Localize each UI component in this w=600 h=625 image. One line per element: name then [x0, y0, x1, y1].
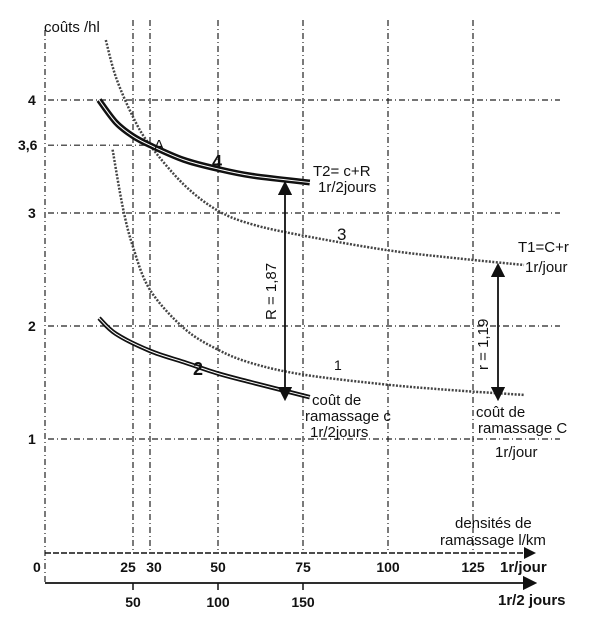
curve-number-4: 4 — [212, 152, 222, 172]
series-3-label-line2: 1r/jour — [525, 259, 568, 276]
y-tick-label: 3 — [28, 205, 36, 221]
curve-number-3: 3 — [337, 225, 346, 244]
r-big-label: R = 1,87 — [263, 263, 280, 320]
r-small-label: r = 1,19 — [475, 319, 492, 370]
series-3-line — [104, 39, 525, 267]
y-tick-label: 4 — [28, 92, 36, 108]
series-4-line — [96, 98, 311, 186]
y-axis-label: coûts /hl — [44, 19, 100, 36]
x-axis-label-line2: ramassage l/km — [440, 532, 546, 549]
gridlines — [44, 20, 560, 591]
series-4-label-line1: T2= c+R — [313, 163, 371, 180]
x-axis-two-days-label: 1r/2 jours — [498, 592, 566, 609]
series-2-label-line2: ramassage c — [305, 408, 391, 425]
x-origin-label: 0 — [33, 559, 41, 575]
series-2-line — [97, 316, 311, 400]
series-1-label-line1: coût de — [476, 404, 525, 421]
x-tick-label-daily: 50 — [210, 559, 226, 575]
y-tick-label: 2 — [28, 318, 36, 334]
x-axis-daily-label: 1r/jour — [500, 559, 547, 576]
series-1-line — [111, 149, 525, 397]
series-1-label-line2: ramassage C — [478, 420, 567, 437]
x-ticks: 25 30 50 75 100 125 50 100 150 — [120, 559, 485, 610]
x-tick-label-daily: 30 — [146, 559, 162, 575]
x-axis-label-line1: densités de — [455, 515, 532, 532]
x-tick-label-two-days: 100 — [206, 594, 230, 610]
series-3-label-line1: T1=C+r — [518, 239, 569, 256]
curve-number-1: 1 — [334, 357, 342, 373]
x-tick-label-daily: 75 — [295, 559, 311, 575]
x-tick-label-two-days: 50 — [125, 594, 141, 610]
x-tick-label-daily: 100 — [376, 559, 400, 575]
series-2-label-line1: coût de — [312, 392, 361, 409]
series-2-line-inner — [98, 317, 310, 398]
series-layer — [96, 39, 525, 400]
x-tick-label-two-days: 150 — [291, 594, 315, 610]
x-tick-label-daily: 25 — [120, 559, 136, 575]
curve-number-2: 2 — [193, 359, 203, 379]
series-2-label-line3: 1r/2jours — [310, 424, 368, 441]
point-a-label: A — [154, 137, 164, 154]
y-ticks: 4 3,6 3 2 1 — [18, 92, 38, 447]
series-1-label-line3: 1r/jour — [495, 444, 538, 461]
x-tick-label-daily: 125 — [461, 559, 485, 575]
series-4-label-line2: 1r/2jours — [318, 179, 376, 196]
series-4-line-inner — [98, 99, 310, 183]
y-tick-label: 3,6 — [18, 137, 38, 153]
y-tick-label: 1 — [28, 431, 36, 447]
